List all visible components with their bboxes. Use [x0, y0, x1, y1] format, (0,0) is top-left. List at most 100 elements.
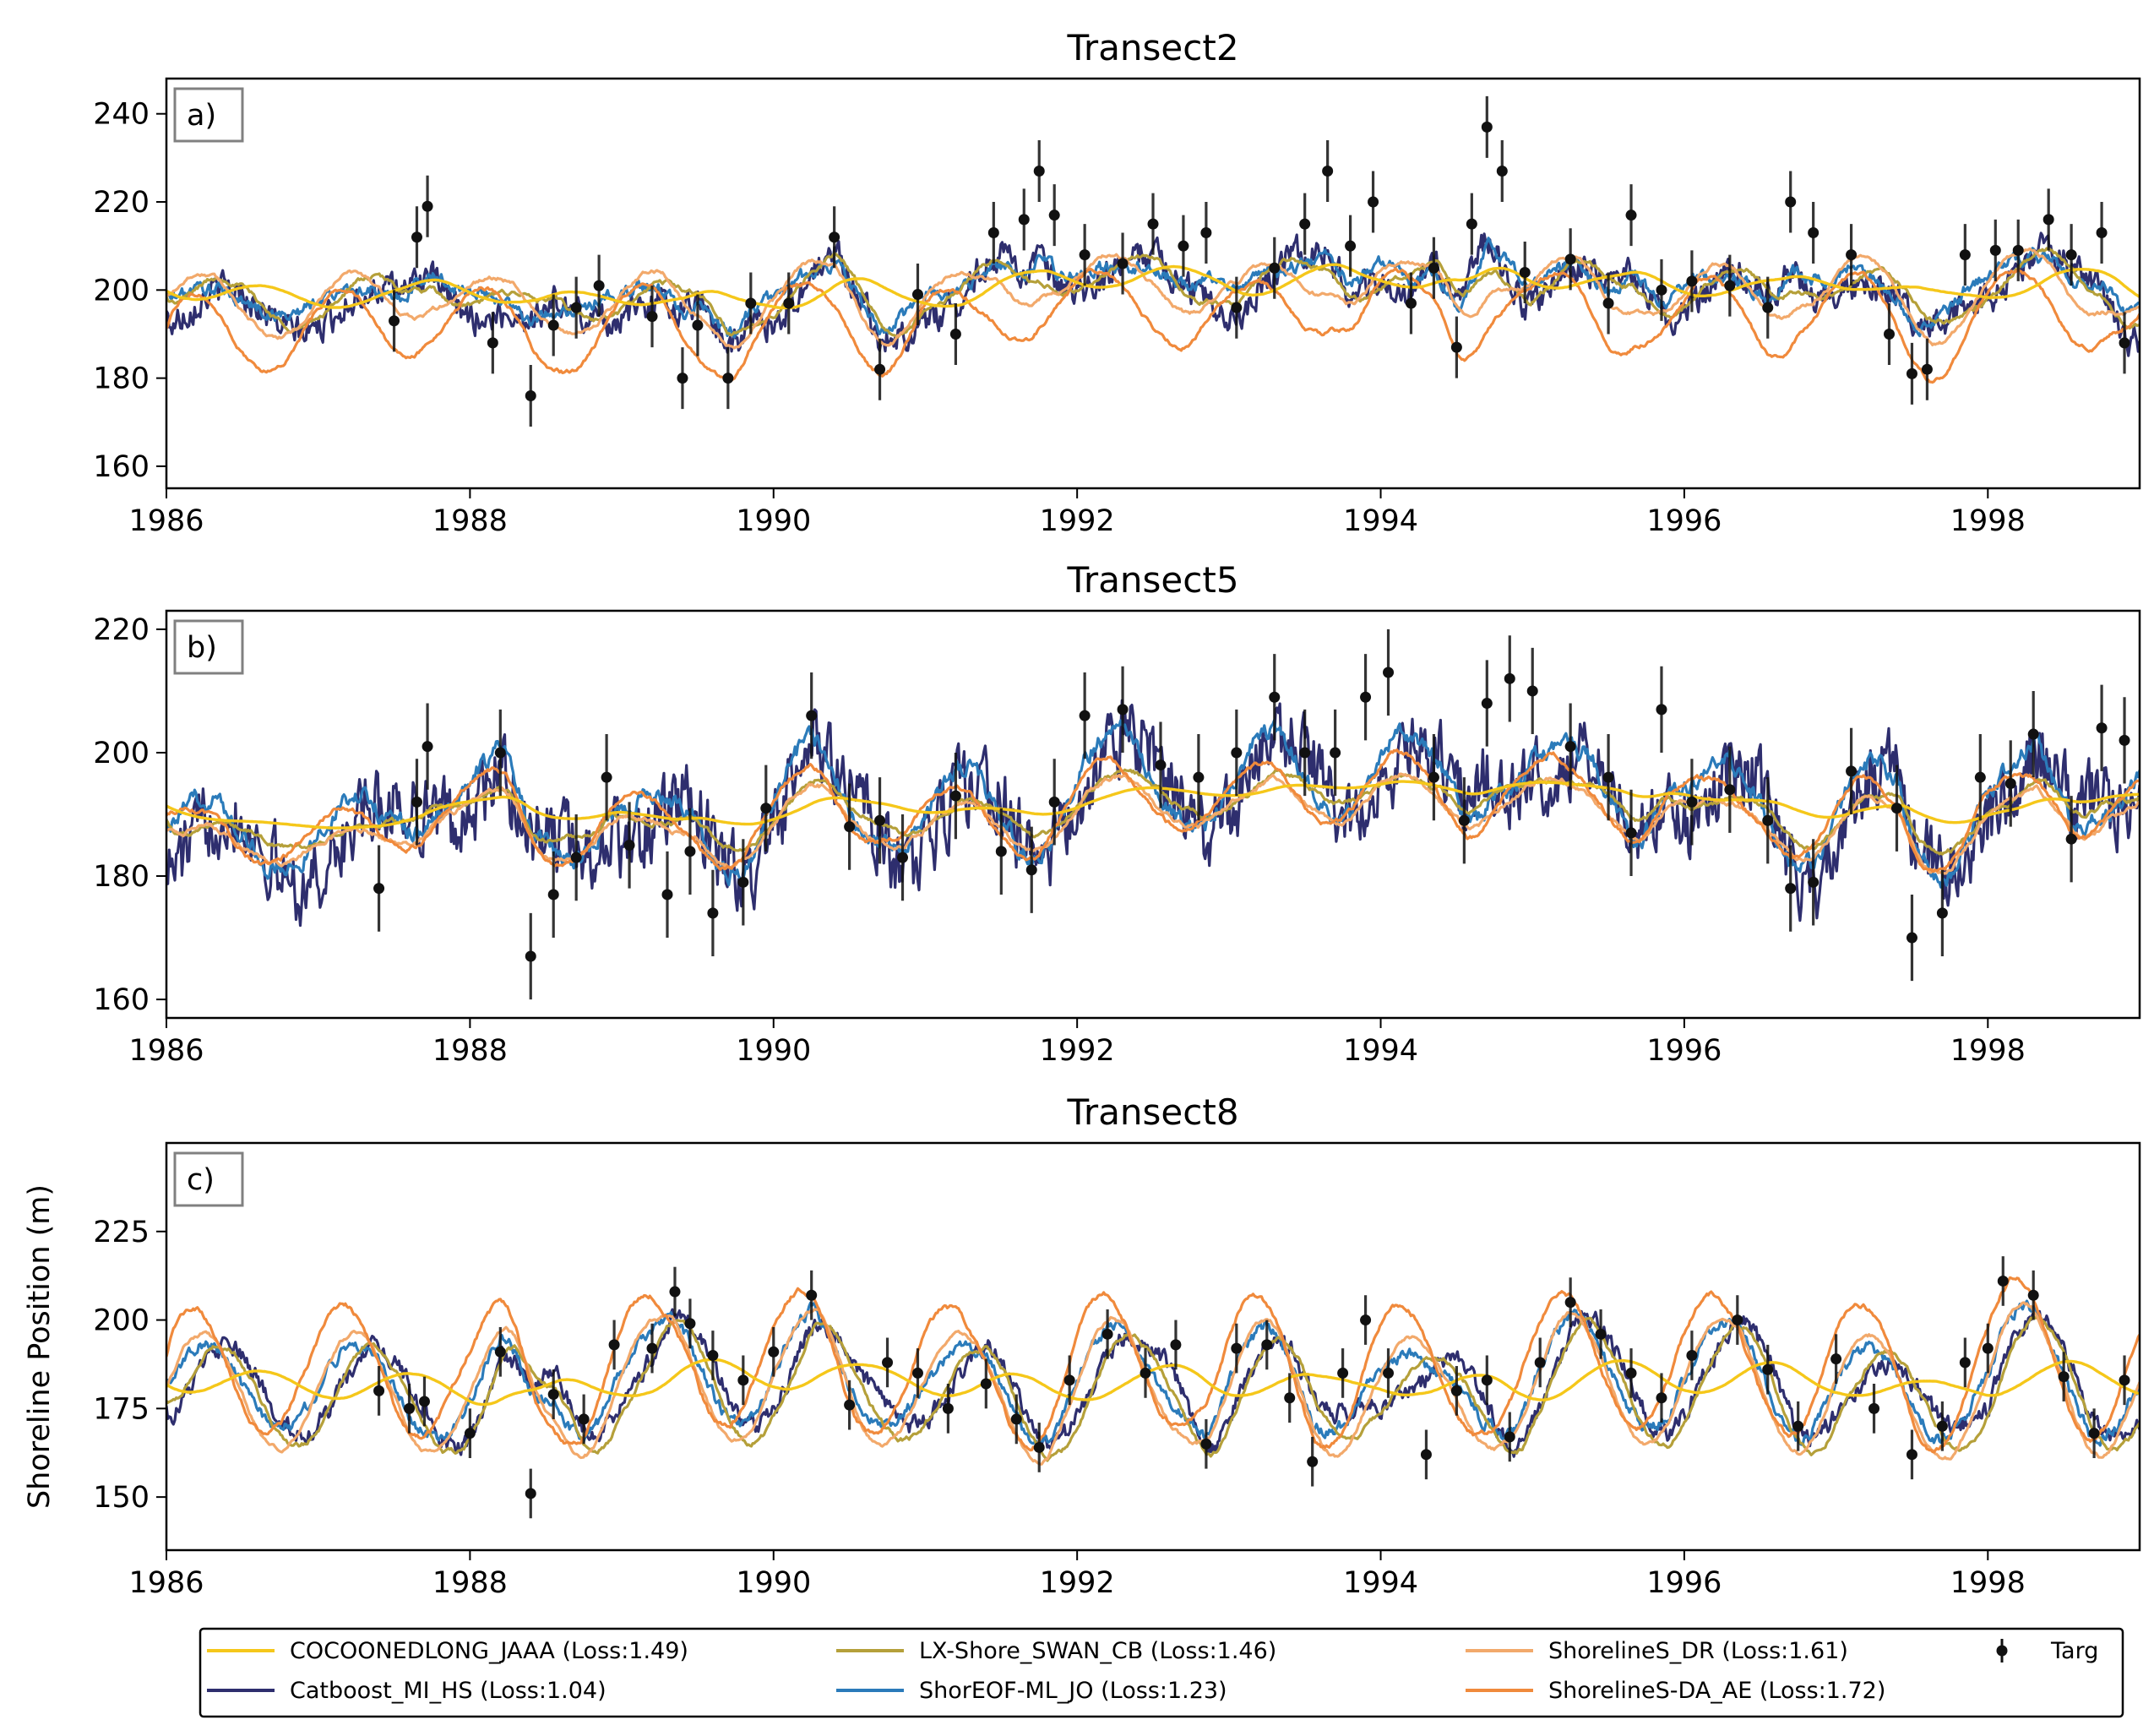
obs-point [1200, 1418, 1212, 1469]
obs-point [418, 1376, 430, 1427]
obs-point [1959, 1337, 1971, 1388]
panel-title: Transect5 [1066, 559, 1238, 601]
obs-point [570, 814, 582, 901]
x-tick-label: 1990 [736, 1566, 811, 1600]
obs-point [578, 1394, 590, 1445]
obs-point [411, 759, 422, 846]
obs-point [1830, 1334, 1842, 1385]
obs-point [1564, 703, 1576, 790]
obs-point [1792, 1401, 1804, 1451]
plot-area [166, 1256, 2140, 1519]
legend-entry: ShorEOF-ML_JO (Loss:1.23) [836, 1678, 1227, 1704]
series-line-shorelines-da_ae [166, 748, 2140, 873]
x-tick-label: 1992 [1040, 1034, 1115, 1068]
obs-point [1785, 845, 1797, 932]
obs-point [1959, 224, 1971, 286]
obs-point [1602, 272, 1614, 335]
svg-text:LX-Shore_SWAN_CB (Loss:1.46): LX-Shore_SWAN_CB (Loss:1.46) [919, 1638, 1276, 1664]
obs-point [1504, 1412, 1515, 1462]
svg-text:COCOONEDLONG_JAAA (Loss:1.49): COCOONEDLONG_JAAA (Loss:1.49) [290, 1638, 688, 1664]
obs-point [844, 1380, 856, 1430]
obs-point [1906, 342, 1917, 405]
obs-point [1906, 894, 1917, 982]
x-tick-label: 1986 [128, 1566, 204, 1600]
plot-area [166, 95, 2140, 427]
obs-point [1762, 276, 1774, 339]
svg-text:ShorelineS-DA_AE (Loss:1.72): ShorelineS-DA_AE (Loss:1.72) [1548, 1678, 1885, 1704]
obs-point [768, 1326, 780, 1377]
obs-point [1368, 171, 1379, 233]
obs-point [547, 1369, 559, 1419]
obs-point [646, 286, 658, 348]
obs-point [1117, 666, 1129, 753]
legend-entry: ShorelineS_DR (Loss:1.61) [1466, 1638, 1848, 1664]
obs-point [1564, 1277, 1576, 1327]
obs-point [949, 752, 961, 840]
obs-point [1724, 746, 1736, 833]
obs-point [1178, 215, 1189, 277]
axes-frame [165, 1141, 2141, 1552]
obs-point [1140, 1348, 1151, 1398]
obs-point [1921, 338, 1933, 400]
series-line-shorelines_dr [166, 772, 2140, 875]
obs-point [2088, 1408, 2100, 1459]
obs-point [1307, 1436, 1319, 1487]
obs-point [2004, 740, 2016, 827]
plot-area [166, 629, 2140, 1000]
obs-point [1033, 140, 1045, 203]
obs-point [1337, 1348, 1349, 1398]
obs-point [707, 869, 719, 956]
obs-point [995, 808, 1007, 895]
obs-point [1428, 734, 1439, 821]
obs-point [1360, 1295, 1372, 1345]
obs-point [1269, 654, 1281, 741]
obs-point [1033, 1423, 1045, 1472]
obs-point [737, 839, 749, 926]
obs-point [1322, 140, 1334, 203]
obs-point [1884, 302, 1896, 365]
obs-point [1625, 1348, 1637, 1398]
obs-point [1383, 629, 1395, 716]
series-line-shorelines_dr [166, 247, 2140, 350]
obs-point [494, 709, 506, 797]
x-tick-label: 1988 [432, 1566, 508, 1600]
obs-point [707, 1331, 719, 1380]
y-tick-label: 180 [93, 362, 150, 396]
obs-point [1269, 237, 1281, 299]
obs-point [1686, 250, 1698, 313]
obs-point [882, 1337, 894, 1388]
obs-point [2119, 312, 2130, 374]
obs-point [874, 777, 886, 864]
panel-title: Transect8 [1066, 1091, 1238, 1133]
obs-point [1079, 672, 1091, 759]
obs-point [2119, 697, 2130, 784]
obs-point [623, 802, 635, 889]
obs-point [373, 845, 385, 932]
panel-label: c) [173, 1151, 244, 1207]
obs-point [911, 1348, 923, 1398]
obs-point [1261, 1320, 1273, 1370]
obs-point [911, 264, 923, 326]
obs-point [1481, 1355, 1493, 1406]
svg-text:ShorelineS_DR (Loss:1.61): ShorelineS_DR (Loss:1.61) [1548, 1638, 1848, 1664]
obs-point [1383, 1348, 1395, 1398]
obs-point [525, 1468, 536, 1519]
obs-point [1519, 241, 1531, 303]
obs-point [1450, 316, 1462, 378]
x-tick-label: 1990 [736, 1034, 811, 1068]
obs-point [1656, 1373, 1667, 1423]
obs-point [1656, 258, 1667, 321]
obs-point [547, 851, 559, 939]
obs-point [1808, 202, 1819, 264]
legend-entry: COCOONEDLONG_JAAA (Loss:1.49) [207, 1638, 688, 1664]
panel-label: a) [173, 87, 244, 143]
obs-point [874, 338, 886, 400]
obs-point [601, 734, 612, 821]
y-tick-label: 240 [93, 98, 150, 132]
svg-text:ShorEOF-ML_JO (Loss:1.23): ShorEOF-ML_JO (Loss:1.23) [919, 1678, 1227, 1704]
series-line-catboost_mi_hs [166, 699, 2140, 928]
obs-point [570, 276, 582, 339]
obs-point [2096, 684, 2108, 771]
obs-point [422, 703, 433, 790]
obs-point [1420, 1429, 1432, 1480]
